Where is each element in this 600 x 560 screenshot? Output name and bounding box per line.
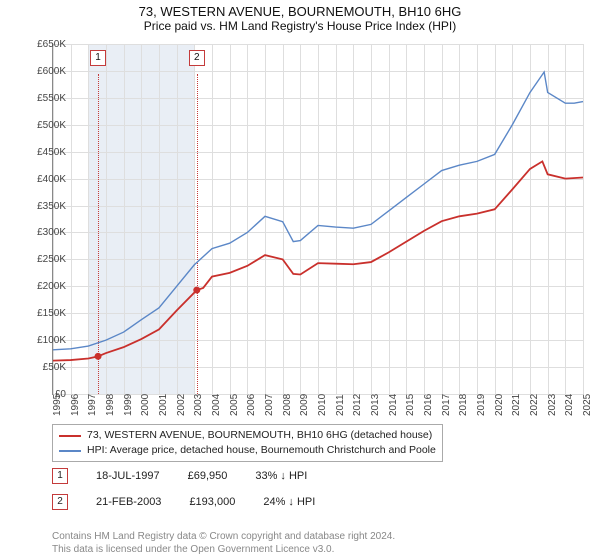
sale-marker-box-icon: 2 — [52, 494, 68, 510]
y-axis-label: £250K — [21, 254, 66, 265]
legend: 73, WESTERN AVENUE, BOURNEMOUTH, BH10 6H… — [52, 424, 443, 462]
legend-item: HPI: Average price, detached house, Bour… — [59, 443, 436, 458]
y-axis-label: £150K — [21, 308, 66, 319]
x-axis-label: 1995 — [52, 394, 63, 416]
chart-title: 73, WESTERN AVENUE, BOURNEMOUTH, BH10 6H… — [0, 4, 600, 19]
x-axis-label: 2014 — [388, 394, 399, 416]
legend-item: 73, WESTERN AVENUE, BOURNEMOUTH, BH10 6H… — [59, 428, 436, 443]
x-axis-label: 2010 — [317, 394, 328, 416]
sale-row: 2 21-FEB-2003 £193,000 24% ↓ HPI — [52, 494, 315, 510]
x-axis-label: 2001 — [158, 394, 169, 416]
x-axis-label: 2002 — [176, 394, 187, 416]
x-axis-label: 2024 — [564, 394, 575, 416]
x-axis-label: 2016 — [423, 394, 434, 416]
y-axis-label: £400K — [21, 174, 66, 185]
x-axis-label: 2023 — [547, 394, 558, 416]
x-axis-label: 2009 — [299, 394, 310, 416]
x-axis-label: 2007 — [264, 394, 275, 416]
chart-subtitle: Price paid vs. HM Land Registry's House … — [0, 19, 600, 33]
title-block: 73, WESTERN AVENUE, BOURNEMOUTH, BH10 6H… — [0, 0, 600, 33]
sale-date: 21-FEB-2003 — [96, 496, 161, 508]
x-axis-label: 2013 — [370, 394, 381, 416]
footer-attribution: Contains HM Land Registry data © Crown c… — [52, 530, 395, 556]
legend-swatch-icon — [59, 450, 81, 452]
footer-line: Contains HM Land Registry data © Crown c… — [52, 530, 395, 543]
y-axis-label: £300K — [21, 227, 66, 238]
legend-label: HPI: Average price, detached house, Bour… — [87, 443, 436, 458]
sale-price: £193,000 — [189, 496, 235, 508]
plot-area: 12 — [52, 44, 583, 395]
chart-container: 73, WESTERN AVENUE, BOURNEMOUTH, BH10 6H… — [0, 0, 600, 560]
x-axis-label: 2011 — [335, 394, 346, 416]
x-axis-label: 1997 — [87, 394, 98, 416]
y-axis-label: £550K — [21, 93, 66, 104]
x-axis-label: 2000 — [140, 394, 151, 416]
legend-label: 73, WESTERN AVENUE, BOURNEMOUTH, BH10 6H… — [87, 428, 432, 443]
x-axis-label: 2005 — [229, 394, 240, 416]
sale-price: £69,950 — [188, 470, 228, 482]
x-axis-label: 2006 — [246, 394, 257, 416]
sale-date: 18-JUL-1997 — [96, 470, 160, 482]
y-axis-label: £50K — [21, 362, 66, 373]
x-axis-label: 2018 — [458, 394, 469, 416]
series-line-price_paid — [53, 161, 583, 360]
x-axis-label: 2019 — [476, 394, 487, 416]
sale-dot-icon — [95, 353, 102, 360]
series-line-hpi — [53, 72, 583, 350]
y-axis-label: £350K — [21, 201, 66, 212]
y-axis-label: £450K — [21, 147, 66, 158]
y-axis-label: £200K — [21, 281, 66, 292]
x-axis-label: 1998 — [105, 394, 116, 416]
x-axis-label: 1999 — [123, 394, 134, 416]
sale-row: 1 18-JUL-1997 £69,950 33% ↓ HPI — [52, 468, 307, 484]
x-axis-label: 2015 — [405, 394, 416, 416]
x-axis-label: 1996 — [70, 394, 81, 416]
sale-marker-box-icon: 1 — [52, 468, 68, 484]
line-plot-svg — [53, 44, 583, 394]
footer-line: This data is licensed under the Open Gov… — [52, 543, 395, 556]
sale-dot-icon — [193, 287, 200, 294]
x-axis-label: 2025 — [582, 394, 593, 416]
x-axis-label: 2020 — [494, 394, 505, 416]
y-axis-label: £600K — [21, 66, 66, 77]
x-axis-label: 2008 — [282, 394, 293, 416]
x-axis-label: 2022 — [529, 394, 540, 416]
x-axis-label: 2004 — [211, 394, 222, 416]
x-axis-label: 2003 — [193, 394, 204, 416]
x-axis-label: 2012 — [352, 394, 363, 416]
y-axis-label: £500K — [21, 120, 66, 131]
y-axis-label: £650K — [21, 39, 66, 50]
legend-swatch-icon — [59, 435, 81, 437]
gridline-v — [583, 44, 584, 394]
sale-delta: 24% ↓ HPI — [263, 496, 315, 508]
x-axis-label: 2021 — [511, 394, 522, 416]
x-axis-label: 2017 — [441, 394, 452, 416]
y-axis-label: £100K — [21, 335, 66, 346]
sale-delta: 33% ↓ HPI — [255, 470, 307, 482]
